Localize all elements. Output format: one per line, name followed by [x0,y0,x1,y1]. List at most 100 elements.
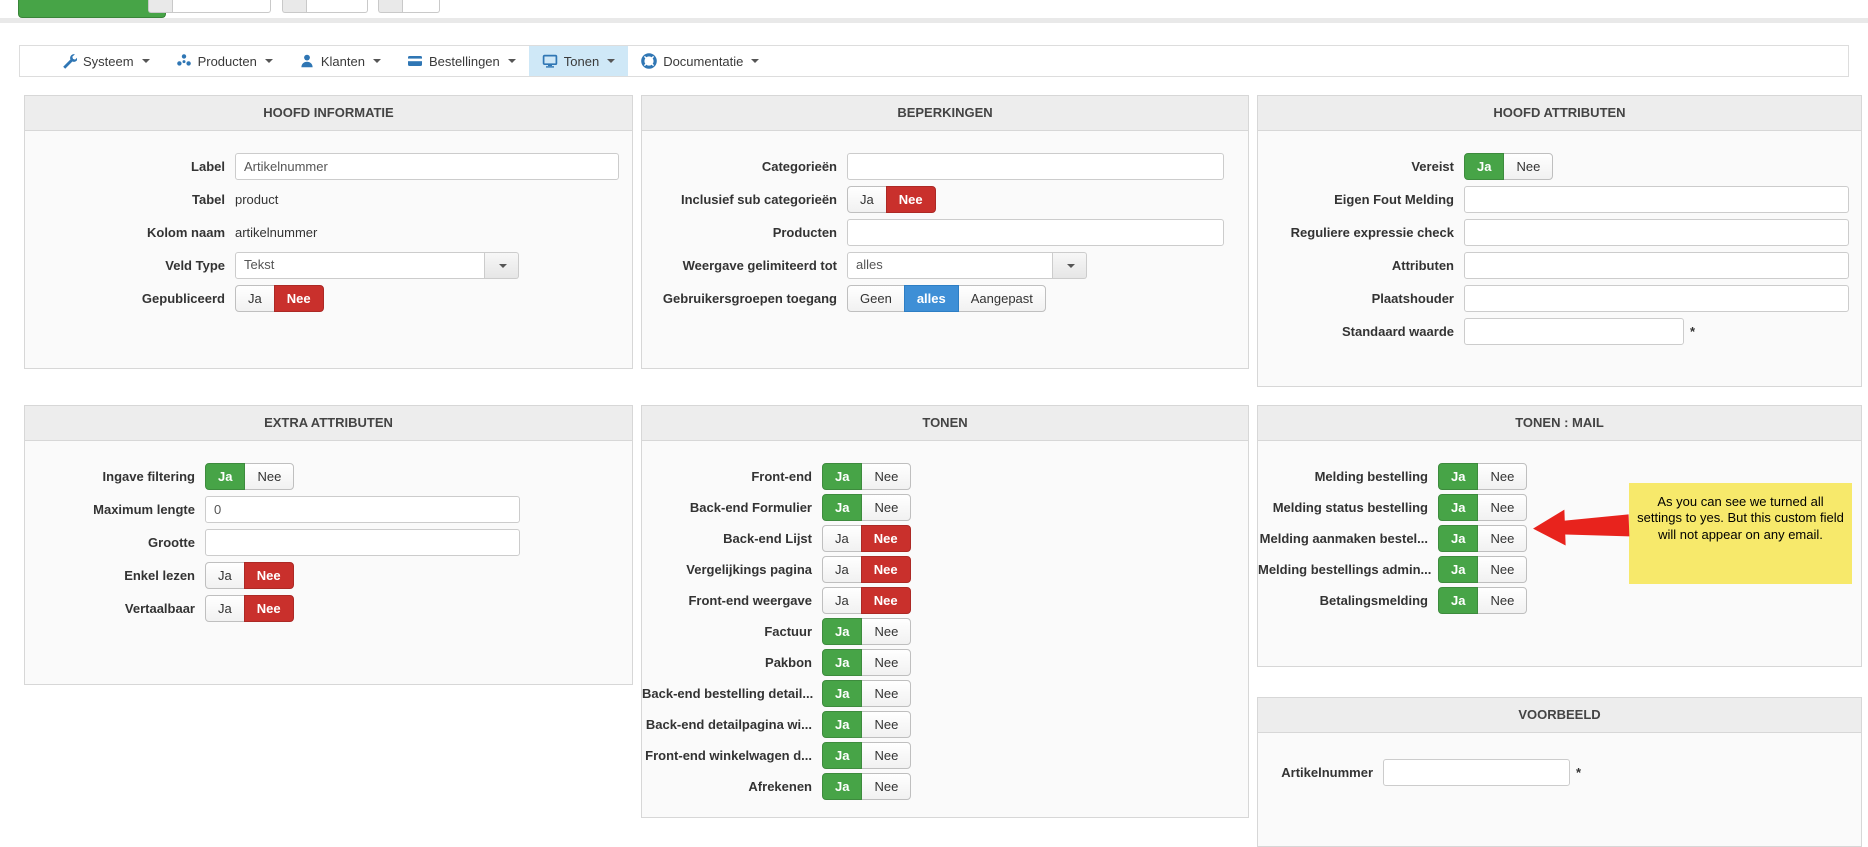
reguliere-expressie-input[interactable] [1464,219,1849,246]
inclusief-sub-categorieen-toggle[interactable]: Ja Nee [847,186,936,213]
toggle-nee[interactable]: Nee [861,463,912,490]
field-label: Pakbon [765,655,812,670]
toolbar-button-group[interactable] [282,0,368,13]
voorbeeld-artikelnummer-input[interactable] [1383,759,1570,786]
vergelijkings-pagina-toggle[interactable]: Ja Nee [822,556,911,583]
toggle-ja[interactable]: Ja [235,285,275,312]
toggle-ja[interactable]: Ja [822,556,862,583]
toolbar-button-group[interactable] [378,0,440,13]
gebruikersgroepen-toggle[interactable]: Geen alles Aangepast [847,285,1046,312]
toggle-nee[interactable]: Nee [861,494,912,521]
maximum-lengte-input[interactable] [205,496,520,523]
factuur-toggle[interactable]: Ja Nee [822,618,912,645]
back-end-bestelling-detail-toggle[interactable]: Ja Nee [822,680,912,707]
toggle-nee[interactable]: Nee [861,618,912,645]
melding-aanmaken-bestel-toggle[interactable]: Ja Nee [1438,525,1528,552]
toggle-nee[interactable]: Nee [244,463,295,490]
field-row: Inclusief sub categorieën Ja Nee [642,186,1236,213]
toggle-ja[interactable]: Ja [822,773,863,800]
toggle-nee[interactable]: Nee [273,285,324,312]
toggle-aangepast[interactable]: Aangepast [957,285,1046,312]
eigen-fout-melding-input[interactable] [1464,186,1849,213]
toggle-ja[interactable]: Ja [822,463,863,490]
toggle-ja[interactable]: Ja [205,595,245,622]
betalingsmelding-toggle[interactable]: Ja Nee [1438,587,1528,614]
toggle-ja[interactable]: Ja [822,742,863,769]
toggle-geen[interactable]: Geen [847,285,905,312]
toggle-nee[interactable]: Nee [243,595,294,622]
nav-systeem[interactable]: Systeem [48,46,163,76]
toggle-nee[interactable]: Nee [861,649,912,676]
toggle-nee[interactable]: Nee [861,773,912,800]
nav-tonen[interactable]: Tonen [528,46,629,76]
standaard-waarde-input[interactable] [1464,318,1684,345]
back-end-lijst-toggle[interactable]: Ja Nee [822,525,911,552]
afrekenen-toggle[interactable]: Ja Nee [822,773,912,800]
toggle-nee[interactable]: Nee [860,525,911,552]
toggle-nee[interactable]: Nee [1477,463,1528,490]
toolbar-primary-button[interactable] [18,0,166,18]
categorieen-input[interactable] [847,153,1224,180]
toggle-ja[interactable]: Ja [822,680,863,707]
back-end-formulier-toggle[interactable]: Ja Nee [822,494,912,521]
grootte-input[interactable] [205,529,520,556]
toggle-ja[interactable]: Ja [205,562,245,589]
toggle-ja[interactable]: Ja [847,186,887,213]
toggle-nee[interactable]: Nee [1477,494,1528,521]
ingave-filtering-toggle[interactable]: Ja Nee [205,463,295,490]
toggle-nee[interactable]: Nee [860,587,911,614]
toggle-nee[interactable]: Nee [1477,525,1528,552]
toggle-ja[interactable]: Ja [822,494,863,521]
vertaalbaar-toggle[interactable]: Ja Nee [205,595,294,622]
label-input[interactable] [235,153,619,180]
toggle-nee[interactable]: Nee [885,186,936,213]
toggle-ja[interactable]: Ja [205,463,246,490]
nav-klanten[interactable]: Klanten [286,46,394,76]
toggle-ja[interactable]: Ja [1438,494,1479,521]
toggle-alles[interactable]: alles [903,285,959,312]
toggle-ja[interactable]: Ja [822,618,863,645]
chevron-down-icon[interactable] [1053,252,1087,279]
attributen-input[interactable] [1464,252,1849,279]
toggle-ja[interactable]: Ja [1464,153,1505,180]
weergave-gelimiteerd-select[interactable]: alles [847,252,1087,279]
field-row: Gebruikersgroepen toegang Geen alles Aan… [642,285,1236,312]
melding-bestelling-toggle[interactable]: Ja Nee [1438,463,1528,490]
pakbon-toggle[interactable]: Ja Nee [822,649,912,676]
toggle-ja[interactable]: Ja [1438,463,1479,490]
toggle-nee[interactable]: Nee [861,680,912,707]
producten-input[interactable] [847,219,1224,246]
field-label: Front-end winkelwagen d... [645,748,812,763]
toggle-nee[interactable]: Nee [1503,153,1554,180]
toggle-nee[interactable]: Nee [1477,556,1528,583]
toggle-nee[interactable]: Nee [861,742,912,769]
toggle-nee[interactable]: Nee [860,556,911,583]
toggle-ja[interactable]: Ja [822,525,862,552]
vereist-toggle[interactable]: Ja Nee [1464,153,1554,180]
toggle-ja[interactable]: Ja [822,711,863,738]
toggle-nee[interactable]: Nee [1477,587,1528,614]
toggle-ja[interactable]: Ja [822,649,863,676]
toggle-ja[interactable]: Ja [1438,587,1479,614]
front-end-toggle[interactable]: Ja Nee [822,463,912,490]
nav-producten[interactable]: Producten [163,46,286,76]
gepubliceerd-toggle[interactable]: Ja Nee [235,285,324,312]
melding-bestellings-admin-toggle[interactable]: Ja Nee [1438,556,1528,583]
toggle-ja[interactable]: Ja [1438,525,1479,552]
melding-status-bestelling-toggle[interactable]: Ja Nee [1438,494,1528,521]
toggle-ja[interactable]: Ja [1438,556,1479,583]
front-end-winkelwagen-toggle[interactable]: Ja Nee [822,742,912,769]
back-end-detailpagina-toggle[interactable]: Ja Nee [822,711,912,738]
toggle-nee[interactable]: Nee [243,562,294,589]
toggle-ja[interactable]: Ja [822,587,862,614]
plaatshouder-input[interactable] [1464,285,1849,312]
toolbar-button-group[interactable] [148,0,271,13]
nav-bestellingen[interactable]: Bestellingen [394,46,529,76]
chevron-down-icon[interactable] [485,252,519,279]
front-end-weergave-toggle[interactable]: Ja Nee [822,587,911,614]
enkel-lezen-toggle[interactable]: Ja Nee [205,562,294,589]
toggle-nee[interactable]: Nee [861,711,912,738]
panel-hoofd-informatie: HOOFD INFORMATIE Label Tabel product Kol… [24,95,633,369]
veld-type-select[interactable]: Tekst [235,252,519,279]
nav-documentatie[interactable]: Documentatie [628,46,772,76]
